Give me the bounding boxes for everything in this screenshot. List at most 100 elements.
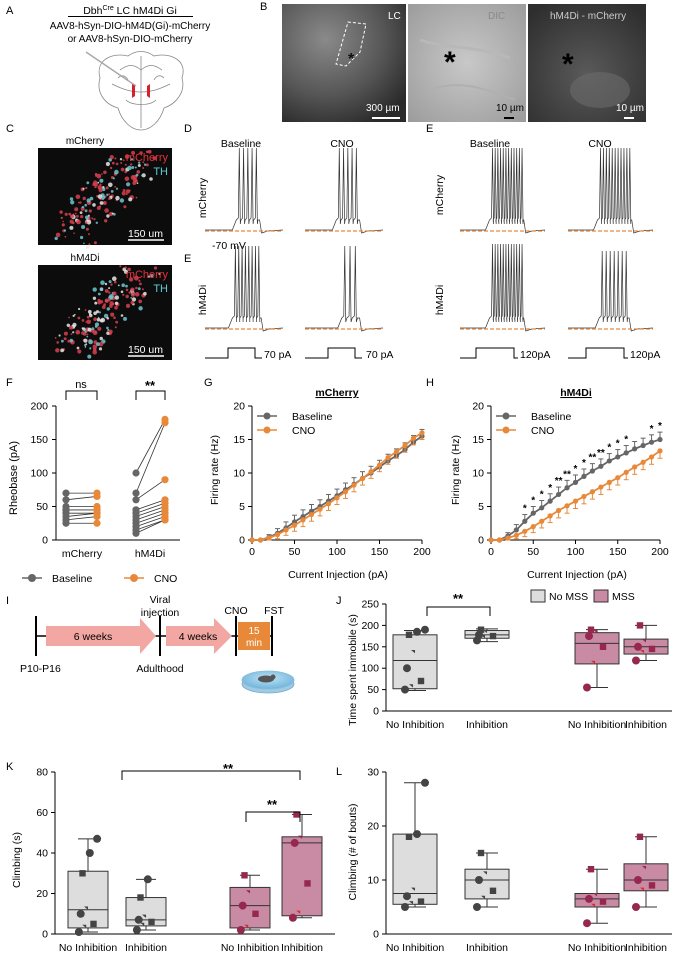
series-point-cno: [496, 537, 503, 543]
lc-image-label: LC: [388, 11, 401, 22]
hm4di-scale: 150 um: [128, 344, 163, 356]
y-tick-label: 50: [367, 684, 379, 696]
cell-dot: [70, 214, 74, 219]
dic-image-label: DIC: [488, 11, 505, 22]
series-point-baseline: [615, 454, 621, 460]
cell-dot: [109, 166, 113, 170]
cell-dot: [76, 332, 79, 334]
panel-l-letter: L: [336, 766, 342, 778]
series-point-cno: [249, 537, 255, 543]
series-point-baseline: [589, 468, 596, 474]
series-point-cno: [623, 469, 629, 475]
data-point: [583, 919, 591, 928]
panel-k-letter: K: [6, 761, 14, 773]
cell-dot: [91, 327, 95, 331]
hm4di-scale-label: 10 µm: [616, 103, 644, 114]
cell-dot: [112, 291, 117, 296]
cell-dot: [111, 212, 114, 215]
cell-dot: [127, 165, 132, 171]
data-point: [148, 918, 155, 926]
data-point: [252, 910, 259, 917]
series-point-cno: [368, 469, 374, 475]
panel-h-legend-2: CNO: [531, 425, 554, 437]
cell-dot: [98, 347, 103, 351]
data-point: [140, 922, 145, 926]
data-point: [403, 892, 411, 901]
data-point: [143, 875, 152, 884]
pair-line: [135, 422, 166, 494]
cell-dot: [76, 219, 81, 225]
cell-dot: [61, 339, 64, 343]
cell-dot: [128, 189, 131, 192]
cell-dot: [81, 225, 86, 229]
cell-dot: [120, 290, 124, 294]
data-point: [85, 849, 94, 857]
cell-dot: [69, 338, 74, 343]
cell-dot: [79, 211, 83, 215]
trace-mcherry-cno-70: [305, 147, 384, 234]
cno-point: [161, 419, 169, 427]
hm4di-confocal-image: [38, 265, 172, 360]
significance-mark: *: [531, 496, 535, 507]
box-iqr: [125, 897, 167, 927]
series-point-cno: [530, 524, 536, 530]
panel-f-legend: Baseline CNO: [22, 573, 177, 585]
cell-dot: [138, 279, 141, 282]
data-point: [417, 898, 425, 905]
cell-dot: [103, 313, 109, 319]
timeline-fst: FST: [264, 605, 284, 617]
panel-g-legend: Baseline CNO: [257, 411, 332, 437]
cell-dot: [85, 186, 88, 190]
panel-h-legend: Baseline CNO: [496, 411, 571, 437]
cell-dot: [84, 346, 87, 348]
cell-dot: [130, 300, 135, 305]
series-point-cno: [488, 537, 494, 543]
lc-left-marker: [132, 84, 135, 98]
hm4di-channel-1: mCherry: [126, 269, 169, 281]
cell-dot: [143, 291, 147, 296]
y-tick-label: 10: [233, 468, 245, 480]
cell-dot: [101, 195, 106, 200]
cell-dot: [89, 347, 92, 350]
cell-dot: [134, 275, 139, 281]
panel-h-letter: H: [426, 377, 434, 389]
cell-dot: [106, 317, 109, 320]
pair-line: [135, 506, 166, 517]
timeline-arrow-2: [166, 618, 232, 654]
series-point-cno: [581, 493, 587, 500]
cell-dot: [99, 201, 104, 205]
cell-dot: [131, 150, 136, 155]
cell-dot: [97, 298, 101, 303]
panel-a-virus-2: or AAV8-hSyn-DIO-mCherry: [68, 34, 193, 45]
y-tick-label: 30: [367, 767, 379, 779]
category-label: Inhibition: [625, 719, 667, 731]
cell-dot: [150, 273, 154, 278]
panel-d-col-1: Baseline: [221, 138, 261, 150]
cell-dot: [130, 297, 133, 299]
panel-h-ylabel: Firing rate (Hz): [450, 435, 462, 505]
y-tick-label: 0: [42, 929, 48, 941]
cell-dot: [97, 292, 101, 296]
category-label: No Inhibition: [386, 942, 445, 954]
y-tick-label: 10: [367, 875, 379, 887]
mcherry-cells: [54, 149, 157, 249]
cell-dot: [86, 220, 92, 225]
cell-dot: [75, 329, 81, 335]
data-point: [417, 677, 425, 685]
stim-step: [205, 347, 262, 359]
panel-l: L Climbing (# of bouts) 0 10 20 30 No Inhibi…: [336, 766, 672, 954]
data-point: [409, 901, 414, 905]
cno-point: [93, 492, 101, 501]
cell-dot: [87, 354, 92, 359]
data-point: [634, 876, 642, 884]
cell-dot: [152, 156, 157, 161]
series-point-baseline: [539, 505, 545, 511]
legend-cno: CNO: [154, 573, 177, 585]
cell-dot: [69, 197, 74, 201]
y-tick-label: 150: [30, 434, 48, 446]
cell-dot: [108, 193, 111, 196]
data-point: [634, 642, 642, 651]
cno-box-num: 15: [248, 626, 260, 637]
